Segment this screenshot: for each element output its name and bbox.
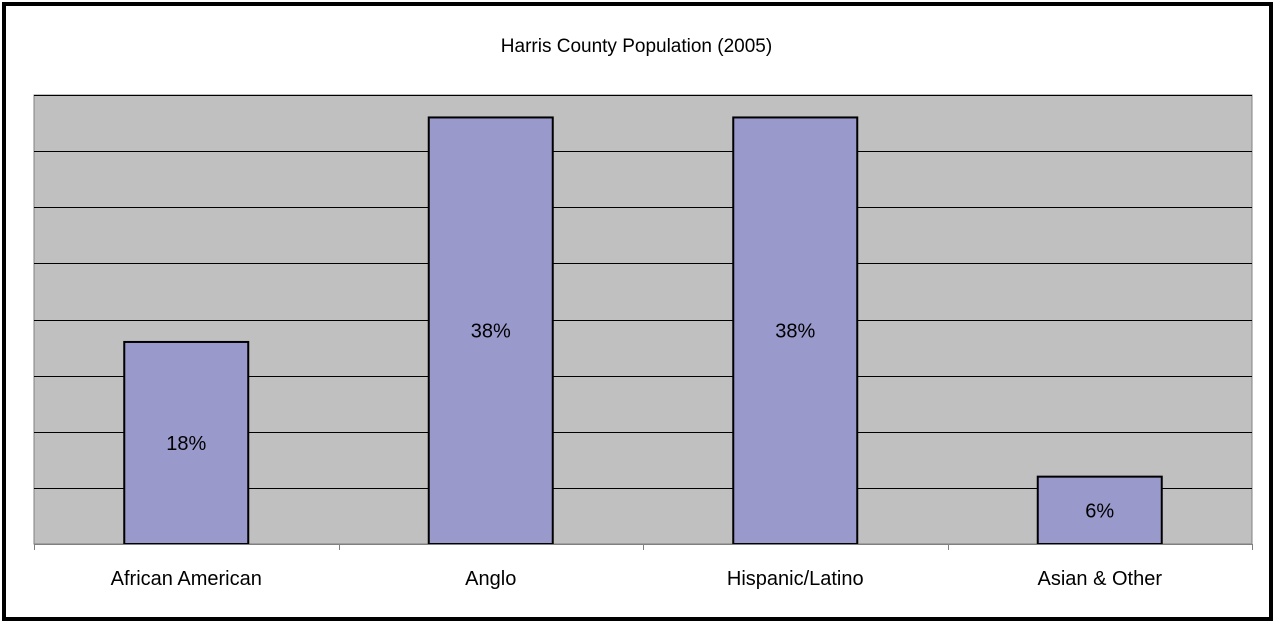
labels: 18% African American 38% Anglo 38% Hispanic/L… [111, 321, 1163, 590]
data-label: 38% [775, 321, 815, 343]
category-label: Hispanic/Latino [727, 568, 864, 590]
category-label: Anglo [465, 568, 516, 590]
bar [1036, 475, 1163, 545]
category-label: Asian & Other [1037, 568, 1162, 590]
data-label: 6% [1085, 500, 1114, 522]
data-label: 38% [471, 321, 511, 343]
bar [427, 116, 554, 545]
category-label: African American [111, 568, 262, 590]
bars [123, 116, 1163, 546]
bar [732, 116, 859, 545]
x-axis [34, 544, 1253, 550]
bar [123, 340, 250, 546]
data-label: 18% [166, 433, 206, 455]
chart-title: Harris County Population (2005) [500, 36, 773, 57]
